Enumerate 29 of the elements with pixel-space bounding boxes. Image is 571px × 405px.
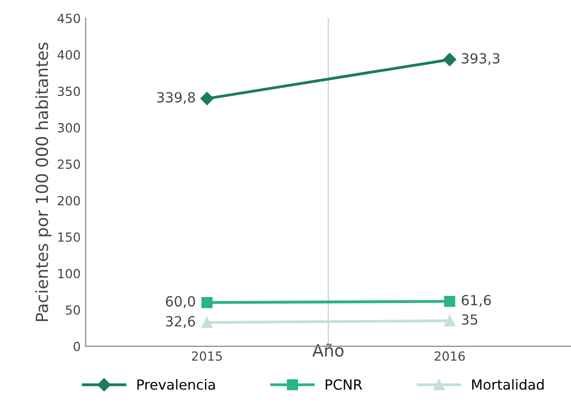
point bbox=[443, 52, 456, 66]
y-tick-label: 0 bbox=[74, 342, 80, 352]
point bbox=[200, 92, 214, 106]
x-tick-label: 2015 bbox=[192, 351, 222, 361]
y-tick-label: 350 bbox=[58, 86, 80, 96]
y-tick-label: 450 bbox=[58, 14, 80, 24]
data-label: 339,8 bbox=[157, 92, 195, 104]
legend-label: PCNR bbox=[326, 379, 362, 390]
point bbox=[201, 316, 213, 328]
legend-label: Prevalencia bbox=[137, 379, 215, 390]
y-axis-title: Pacientes por 100 000 habitantes bbox=[35, 42, 52, 322]
y-tick-label: 200 bbox=[58, 196, 80, 206]
point bbox=[201, 296, 213, 308]
legend-label: Mortalidad bbox=[472, 379, 544, 390]
data-label: 61,6 bbox=[462, 294, 491, 307]
point bbox=[444, 296, 456, 307]
y-tick-label: 50 bbox=[66, 305, 80, 315]
point bbox=[444, 315, 456, 326]
x-axis-title: Año bbox=[312, 344, 344, 357]
data-label: 60,0 bbox=[166, 296, 195, 308]
data-label: 35 bbox=[462, 314, 478, 325]
x-tick-label: 2016 bbox=[434, 351, 465, 361]
y-tick-label: 300 bbox=[58, 123, 80, 132]
y-tick-label: 100 bbox=[58, 268, 80, 278]
data-label: 32,6 bbox=[166, 316, 195, 328]
data-label: 393,3 bbox=[462, 53, 500, 66]
y-tick-label: 400 bbox=[58, 50, 80, 60]
y-tick-label: 150 bbox=[58, 232, 80, 242]
y-tick-label: 250 bbox=[58, 159, 80, 169]
